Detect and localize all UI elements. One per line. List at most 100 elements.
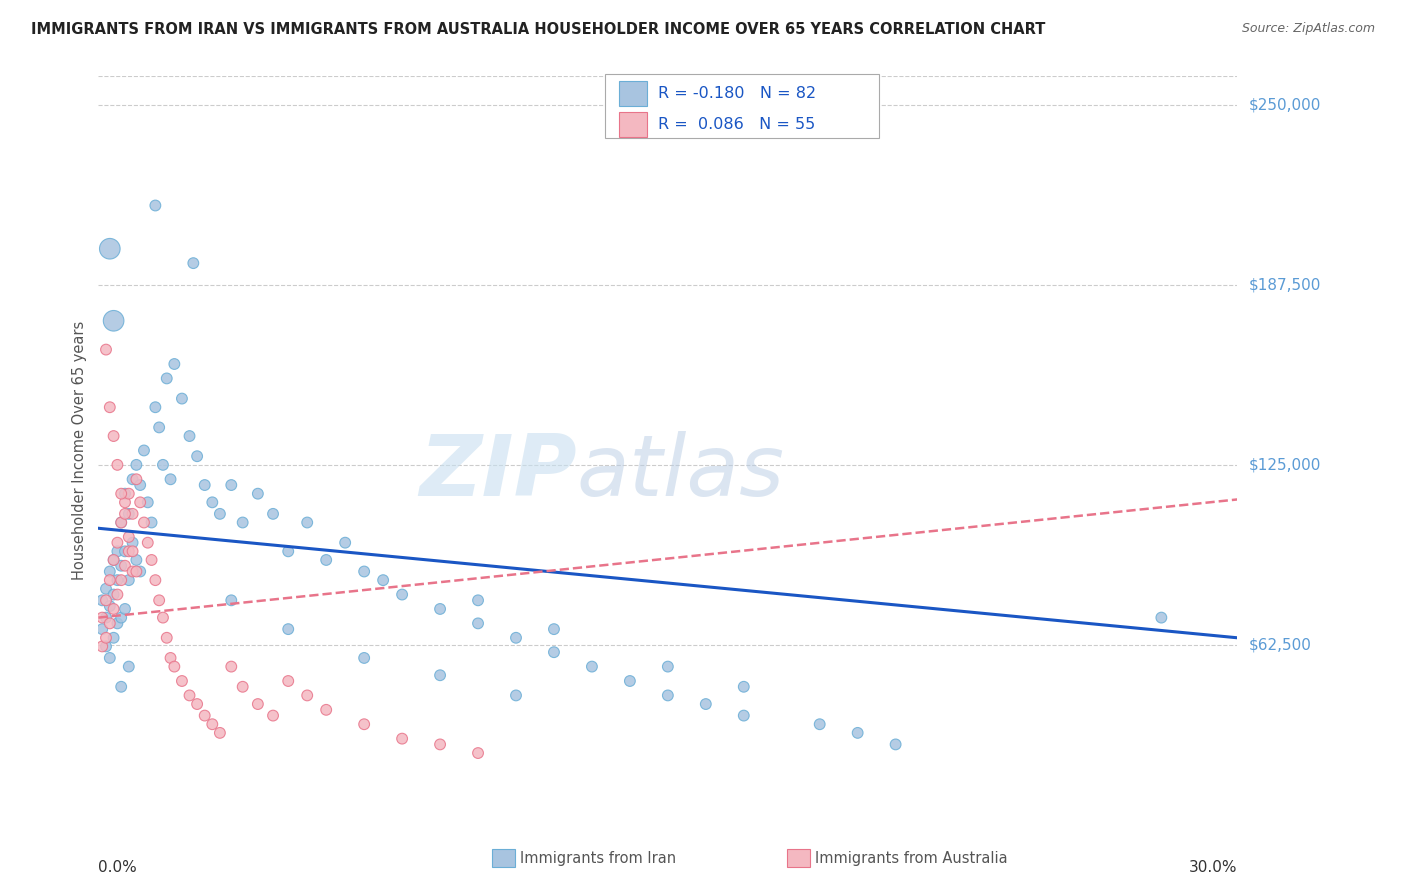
Point (208, 507, 231, 521)
Point (232, 516, 254, 530)
Point (543, 622, 565, 636)
Point (94, 640, 117, 654)
Point (145, 401, 167, 415)
Point (110, 558, 132, 573)
Point (141, 516, 163, 530)
Point (121, 507, 143, 521)
Point (136, 535, 159, 549)
Point (110, 680, 132, 694)
Point (107, 588, 129, 602)
Text: Immigrants from Iran: Immigrants from Iran (520, 851, 676, 865)
Point (315, 553, 337, 567)
Point (159, 651, 181, 665)
Point (429, 668, 451, 682)
Point (118, 573, 141, 587)
Point (103, 429, 125, 443)
Point (353, 651, 375, 665)
Text: $125,000: $125,000 (1249, 458, 1322, 473)
Point (581, 659, 603, 673)
Point (733, 680, 755, 694)
Point (353, 565, 375, 579)
Text: $250,000: $250,000 (1249, 97, 1322, 112)
Point (98, 616, 121, 631)
Point (107, 544, 129, 558)
Point (91, 622, 114, 636)
Point (114, 507, 136, 521)
Point (145, 198, 167, 212)
Point (125, 565, 148, 579)
Point (110, 516, 132, 530)
Point (186, 697, 208, 711)
Point (186, 449, 208, 463)
Point (91, 640, 114, 654)
Point (103, 553, 125, 567)
Point (179, 689, 201, 703)
Point (657, 659, 679, 673)
Point (129, 478, 152, 492)
Point (103, 602, 125, 616)
Point (98, 242, 121, 256)
Point (467, 616, 489, 631)
Point (107, 458, 129, 472)
Text: IMMIGRANTS FROM IRAN VS IMMIGRANTS FROM AUSTRALIA HOUSEHOLDER INCOME OVER 65 YEA: IMMIGRANTS FROM IRAN VS IMMIGRANTS FROM … (31, 22, 1045, 37)
Point (125, 472, 148, 486)
Point (391, 731, 413, 746)
Text: Immigrants from Australia: Immigrants from Australia (815, 851, 1008, 865)
Point (657, 689, 679, 703)
Point (297, 689, 319, 703)
Point (1150, 610, 1173, 624)
Point (262, 708, 284, 723)
Point (98, 565, 121, 579)
Point (183, 256, 205, 270)
Point (114, 486, 136, 500)
Point (315, 703, 337, 717)
Point (505, 631, 527, 645)
Point (163, 659, 186, 673)
Point (114, 558, 136, 573)
Point (94, 610, 117, 624)
Point (221, 659, 243, 673)
Point (103, 314, 125, 328)
Point (121, 565, 143, 579)
Point (110, 516, 132, 530)
Point (136, 495, 159, 509)
Point (152, 610, 174, 624)
Point (246, 486, 269, 500)
Text: $187,500: $187,500 (1249, 277, 1322, 293)
Point (505, 689, 527, 703)
Point (429, 602, 451, 616)
Point (543, 645, 565, 659)
Point (118, 530, 141, 544)
Point (371, 573, 394, 587)
Point (125, 458, 148, 472)
Point (208, 726, 231, 740)
Point (91, 610, 114, 624)
Point (141, 553, 163, 567)
Point (110, 610, 132, 624)
Point (163, 357, 186, 371)
Point (179, 429, 201, 443)
Point (846, 726, 869, 740)
Point (94, 593, 117, 607)
Point (129, 495, 152, 509)
Point (733, 708, 755, 723)
Point (429, 738, 451, 752)
Point (277, 544, 299, 558)
Point (201, 717, 224, 731)
Point (201, 495, 224, 509)
Point (148, 420, 170, 434)
Point (107, 573, 129, 587)
Point (156, 371, 179, 385)
Point (129, 565, 152, 579)
Point (159, 472, 181, 486)
Point (619, 673, 641, 688)
Point (221, 478, 243, 492)
Text: ZIP: ZIP (419, 432, 576, 515)
Text: $62,500: $62,500 (1249, 638, 1312, 652)
Point (808, 717, 831, 731)
Text: R =  0.086   N = 55: R = 0.086 N = 55 (658, 117, 815, 132)
Point (118, 659, 141, 673)
Point (148, 593, 170, 607)
Point (156, 631, 179, 645)
Point (297, 516, 319, 530)
